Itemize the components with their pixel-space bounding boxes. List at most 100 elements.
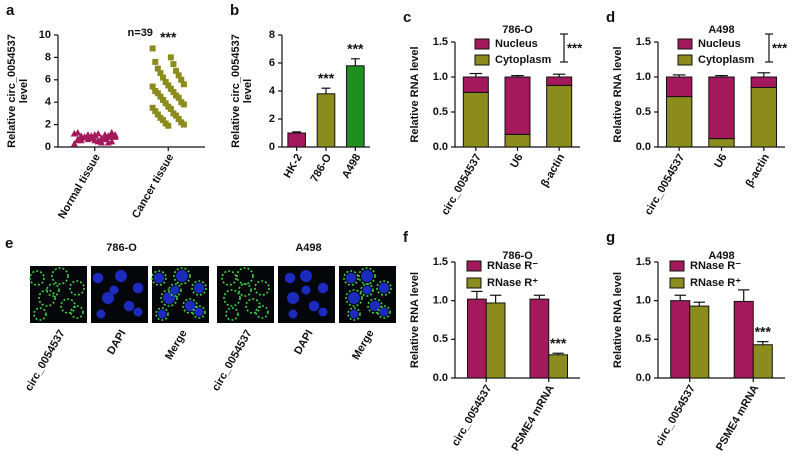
data-point bbox=[152, 108, 159, 115]
data-point bbox=[178, 76, 185, 83]
channel-label: Merge bbox=[163, 328, 190, 362]
y-axis-label: Relative circ_0054537 bbox=[6, 34, 18, 148]
bar-segment bbox=[665, 76, 693, 98]
nucleus-stain bbox=[176, 270, 188, 282]
data-point bbox=[157, 70, 164, 77]
data-point bbox=[157, 93, 164, 100]
x-tick-label: U6 bbox=[508, 152, 525, 170]
circrna-stain bbox=[69, 280, 85, 296]
data-point bbox=[87, 134, 95, 142]
x-tick-label: Cancer tissue bbox=[130, 152, 176, 220]
bar bbox=[548, 354, 568, 379]
circrna-stain bbox=[358, 267, 376, 285]
bar-segment bbox=[504, 76, 531, 135]
data-point bbox=[162, 79, 169, 86]
data-point bbox=[167, 54, 174, 61]
y-tick-label: 0.0 bbox=[433, 141, 448, 153]
data-point bbox=[101, 131, 109, 138]
data-point bbox=[149, 45, 156, 52]
legend-swatch bbox=[474, 54, 490, 66]
data-point bbox=[154, 65, 161, 72]
data-point bbox=[162, 100, 169, 107]
legend-swatch bbox=[669, 277, 685, 289]
circrna-stain bbox=[51, 267, 69, 285]
significance: *** bbox=[347, 41, 364, 57]
nucleus-stain bbox=[349, 309, 359, 319]
group-title: A498 bbox=[295, 242, 321, 254]
x-tick-label: PSME4 mRNA bbox=[509, 383, 556, 453]
x-tick-label: Normal tissue bbox=[56, 152, 103, 221]
data-point bbox=[74, 135, 82, 143]
data-point bbox=[175, 116, 182, 122]
y-axis-label: Relative RNA level bbox=[612, 272, 624, 368]
legend-swatch bbox=[677, 38, 693, 50]
y-tick-label: 4 bbox=[45, 96, 52, 108]
y-tick-label: 1.0 bbox=[636, 71, 651, 83]
x-tick-label: circ_0054537 bbox=[450, 383, 495, 448]
nucleus-stain bbox=[378, 282, 390, 294]
nucleus-stain bbox=[157, 309, 167, 319]
y-tick-label: 0.5 bbox=[433, 333, 448, 345]
bar-segment bbox=[546, 76, 573, 86]
panel-label: c bbox=[403, 9, 411, 26]
data-point bbox=[160, 74, 167, 81]
data-point bbox=[175, 94, 182, 101]
nucleus-stain bbox=[132, 282, 144, 294]
data-point bbox=[111, 132, 119, 139]
data-point bbox=[81, 133, 89, 140]
channel-label: Merge bbox=[350, 328, 377, 362]
circrna-stain bbox=[236, 267, 254, 285]
panel-label: a bbox=[6, 2, 15, 19]
nucleus-stain bbox=[194, 307, 204, 317]
bar-segment bbox=[665, 96, 693, 148]
nucleus-stain bbox=[184, 300, 196, 312]
circrna-stain bbox=[345, 289, 363, 307]
panel-label: e bbox=[5, 235, 13, 252]
y-tick-label: 1.0 bbox=[433, 71, 448, 83]
nucleus-stain bbox=[345, 272, 357, 284]
data-point bbox=[180, 101, 187, 108]
circrna-stain bbox=[29, 270, 45, 286]
x-tick-label: circ_0054537 bbox=[643, 152, 688, 217]
legend-label: Cytoplasm bbox=[698, 54, 754, 66]
y-tick-label: 1.5 bbox=[433, 36, 448, 48]
data-point bbox=[152, 58, 159, 65]
data-point bbox=[98, 139, 106, 146]
y-tick-label: 1.5 bbox=[636, 36, 651, 48]
channel-label: circ_0054537 bbox=[23, 328, 68, 393]
circrna-stain bbox=[33, 307, 47, 321]
nucleus-stain bbox=[153, 272, 165, 284]
circrna-stain bbox=[160, 289, 178, 307]
x-tick-label: U6 bbox=[712, 152, 729, 170]
y-tick-label: 0.0 bbox=[636, 372, 651, 384]
channel-label: DAPI bbox=[105, 328, 129, 357]
data-point bbox=[167, 85, 174, 92]
data-point bbox=[160, 96, 167, 103]
legend-label: RNase R⁺ bbox=[690, 277, 741, 289]
legend-label: Cytoplasm bbox=[495, 54, 551, 66]
y-tick-label: 2 bbox=[45, 119, 51, 131]
nucleus-stain bbox=[96, 309, 106, 319]
significance: *** bbox=[567, 40, 583, 55]
chart-title: 786-O bbox=[502, 24, 533, 36]
data-point bbox=[180, 81, 187, 88]
data-point bbox=[160, 117, 167, 124]
y-tick-label: 4 bbox=[269, 85, 276, 97]
data-point bbox=[149, 104, 156, 111]
bar-segment bbox=[708, 138, 735, 148]
legend-swatch bbox=[466, 277, 482, 289]
data-point bbox=[104, 139, 112, 146]
panel-label: b bbox=[230, 2, 239, 19]
data-point bbox=[70, 140, 78, 147]
nucleus-stain bbox=[170, 285, 180, 295]
bar bbox=[733, 300, 754, 379]
circrna-stain bbox=[377, 305, 391, 319]
y-tick-label: 0 bbox=[45, 141, 51, 153]
y-tick-label: 0.5 bbox=[636, 333, 651, 345]
chart-title: 786-O bbox=[502, 250, 533, 262]
nucleus-stain bbox=[317, 282, 329, 294]
data-point bbox=[84, 131, 92, 138]
circrna-stain bbox=[38, 289, 56, 307]
circrna-stain bbox=[221, 270, 237, 286]
